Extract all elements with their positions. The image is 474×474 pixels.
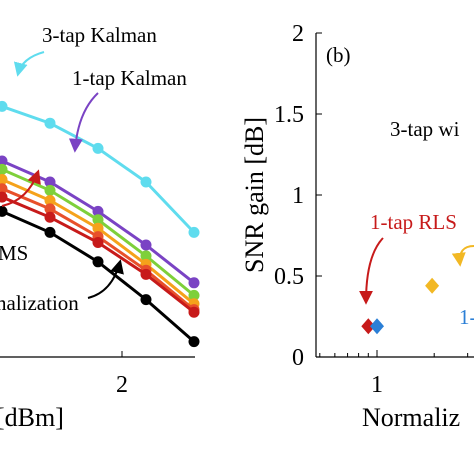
- left-point-green-5: [92, 214, 104, 226]
- left-point-redorange-4: [44, 203, 56, 215]
- left-point-cyan-4: [44, 117, 56, 129]
- annotation-3tap-wi: 3-tap wi: [390, 117, 460, 141]
- annotation-1tap-kalman: 1-tap Kalman: [72, 66, 187, 90]
- arrow-rls-left: [1, 169, 41, 207]
- right-x-axis-label: Normaliz: [362, 403, 460, 432]
- right-x-ticks: [319, 350, 469, 357]
- left-point-purple-4: [44, 176, 56, 188]
- left-point-purple-5: [92, 205, 104, 217]
- left-point-black-6: [140, 294, 152, 306]
- right-y-ticks: 0 0.5 1 1.5 2: [274, 21, 322, 371]
- left-point-green-3: [0, 163, 8, 175]
- left-series-line-purple: [0, 158, 195, 284]
- left-series-group: [0, 100, 200, 348]
- left-series-line-cyan: [0, 104, 196, 234]
- right-point-gold: [425, 277, 440, 294]
- arrow-1tap-kalman: [68, 92, 99, 153]
- left-point-purple-3: [0, 155, 8, 167]
- right-y-tick-label: 0: [292, 345, 304, 371]
- left-point-darkred-6: [140, 268, 152, 280]
- right-y-axis-label: SNR gain [dB]: [240, 117, 269, 273]
- right-x-tick-label: 1: [371, 372, 383, 398]
- left-point-darkred-5: [92, 236, 104, 248]
- left-point-purple-7: [188, 277, 200, 289]
- left-panel: 2 [dBm] 3-tap Kalman 1-tap Kalman MS nal…: [0, 23, 200, 432]
- arrow-3tap-kalman: [13, 51, 45, 77]
- arrow-1tap-rls: [359, 237, 384, 305]
- left-series-line-black: [0, 209, 195, 343]
- left-point-orange-4: [44, 194, 56, 206]
- left-point-cyan-7: [188, 226, 200, 238]
- right-points-group: [361, 277, 440, 335]
- left-series-line-orange: [0, 177, 195, 305]
- right-panel-label: (b): [326, 43, 351, 67]
- right-y-tick-label: 1: [292, 183, 304, 209]
- left-point-black-4: [44, 226, 56, 238]
- left-point-green-4: [44, 184, 56, 196]
- left-point-redorange-3: [0, 183, 8, 195]
- left-point-black-7: [188, 336, 200, 348]
- right-y-tick-label: 1.5: [274, 102, 304, 128]
- left-x-axis-label: [dBm]: [0, 403, 64, 432]
- left-x-tick-label: 2: [116, 372, 128, 398]
- annotation-1-blue: 1-: [459, 305, 474, 329]
- left-series-line-darkred: [0, 194, 195, 314]
- right-y-tick-label: 0.5: [274, 264, 304, 290]
- left-point-darkred-3: [0, 191, 8, 203]
- left-point-darkred-7: [188, 306, 200, 318]
- left-point-cyan-3: [0, 100, 8, 112]
- annotation-1tap-rls: 1-tap RLS: [370, 210, 457, 234]
- right-point-darkred: [361, 318, 376, 335]
- annotation-normalization: nalization: [0, 291, 79, 315]
- right-y-tick-label: 2: [292, 21, 304, 47]
- left-series-line-redorange: [0, 186, 195, 311]
- left-point-green-6: [140, 250, 152, 262]
- annotation-ms: MS: [0, 241, 28, 265]
- right-panel: 0 0.5 1 1.5 2 1 (b) SNR gain [dB] Normaliz 3…: [240, 21, 474, 432]
- left-point-black-5: [92, 256, 104, 268]
- left-point-black-3: [0, 205, 8, 217]
- annotation-3tap-kalman: 3-tap Kalman: [42, 23, 157, 47]
- left-series-line-green: [0, 167, 195, 297]
- left-point-green-7: [188, 289, 200, 301]
- right-point-blue: [370, 318, 384, 335]
- left-point-purple-6: [140, 239, 152, 251]
- left-point-cyan-5: [92, 142, 104, 154]
- left-point-cyan-6: [140, 176, 152, 188]
- arrow-normalization: [87, 259, 124, 299]
- left-point-orange-3: [0, 173, 8, 185]
- left-point-darkred-4: [44, 211, 56, 223]
- arrow-gold: [451, 245, 474, 267]
- left-point-orange-5: [92, 222, 104, 234]
